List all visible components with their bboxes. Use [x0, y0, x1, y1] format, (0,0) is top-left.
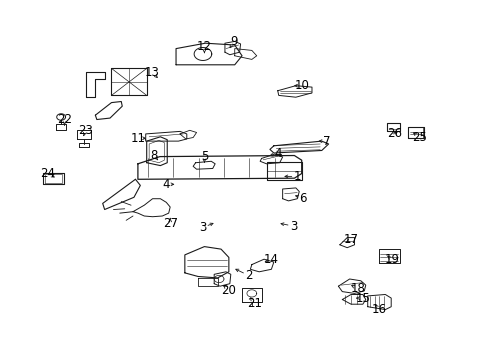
Text: 14: 14 [264, 253, 278, 266]
Text: 9: 9 [229, 35, 237, 48]
Text: 7: 7 [322, 135, 330, 148]
Text: 6: 6 [299, 192, 306, 204]
Text: 13: 13 [145, 66, 160, 79]
Text: 12: 12 [197, 40, 211, 53]
Text: 2: 2 [244, 269, 252, 282]
Text: 18: 18 [350, 282, 365, 295]
Text: 20: 20 [221, 284, 236, 297]
Text: 16: 16 [371, 303, 386, 316]
Text: 4: 4 [162, 178, 170, 191]
Text: 4: 4 [273, 147, 281, 160]
Text: 27: 27 [163, 217, 177, 230]
Text: 3: 3 [199, 221, 206, 234]
Text: 17: 17 [343, 233, 358, 246]
Text: 23: 23 [78, 124, 93, 137]
Text: 1: 1 [293, 170, 301, 183]
Text: 26: 26 [387, 127, 402, 140]
Text: 22: 22 [57, 113, 72, 126]
Text: 19: 19 [384, 253, 399, 266]
Text: 10: 10 [294, 79, 309, 92]
Text: 21: 21 [246, 297, 261, 310]
Text: 24: 24 [41, 167, 55, 180]
Text: 15: 15 [355, 292, 369, 305]
Text: 25: 25 [411, 131, 426, 144]
Text: 11: 11 [130, 132, 145, 145]
Text: 8: 8 [150, 149, 158, 162]
Text: 3: 3 [289, 220, 297, 233]
Text: 5: 5 [200, 150, 208, 163]
